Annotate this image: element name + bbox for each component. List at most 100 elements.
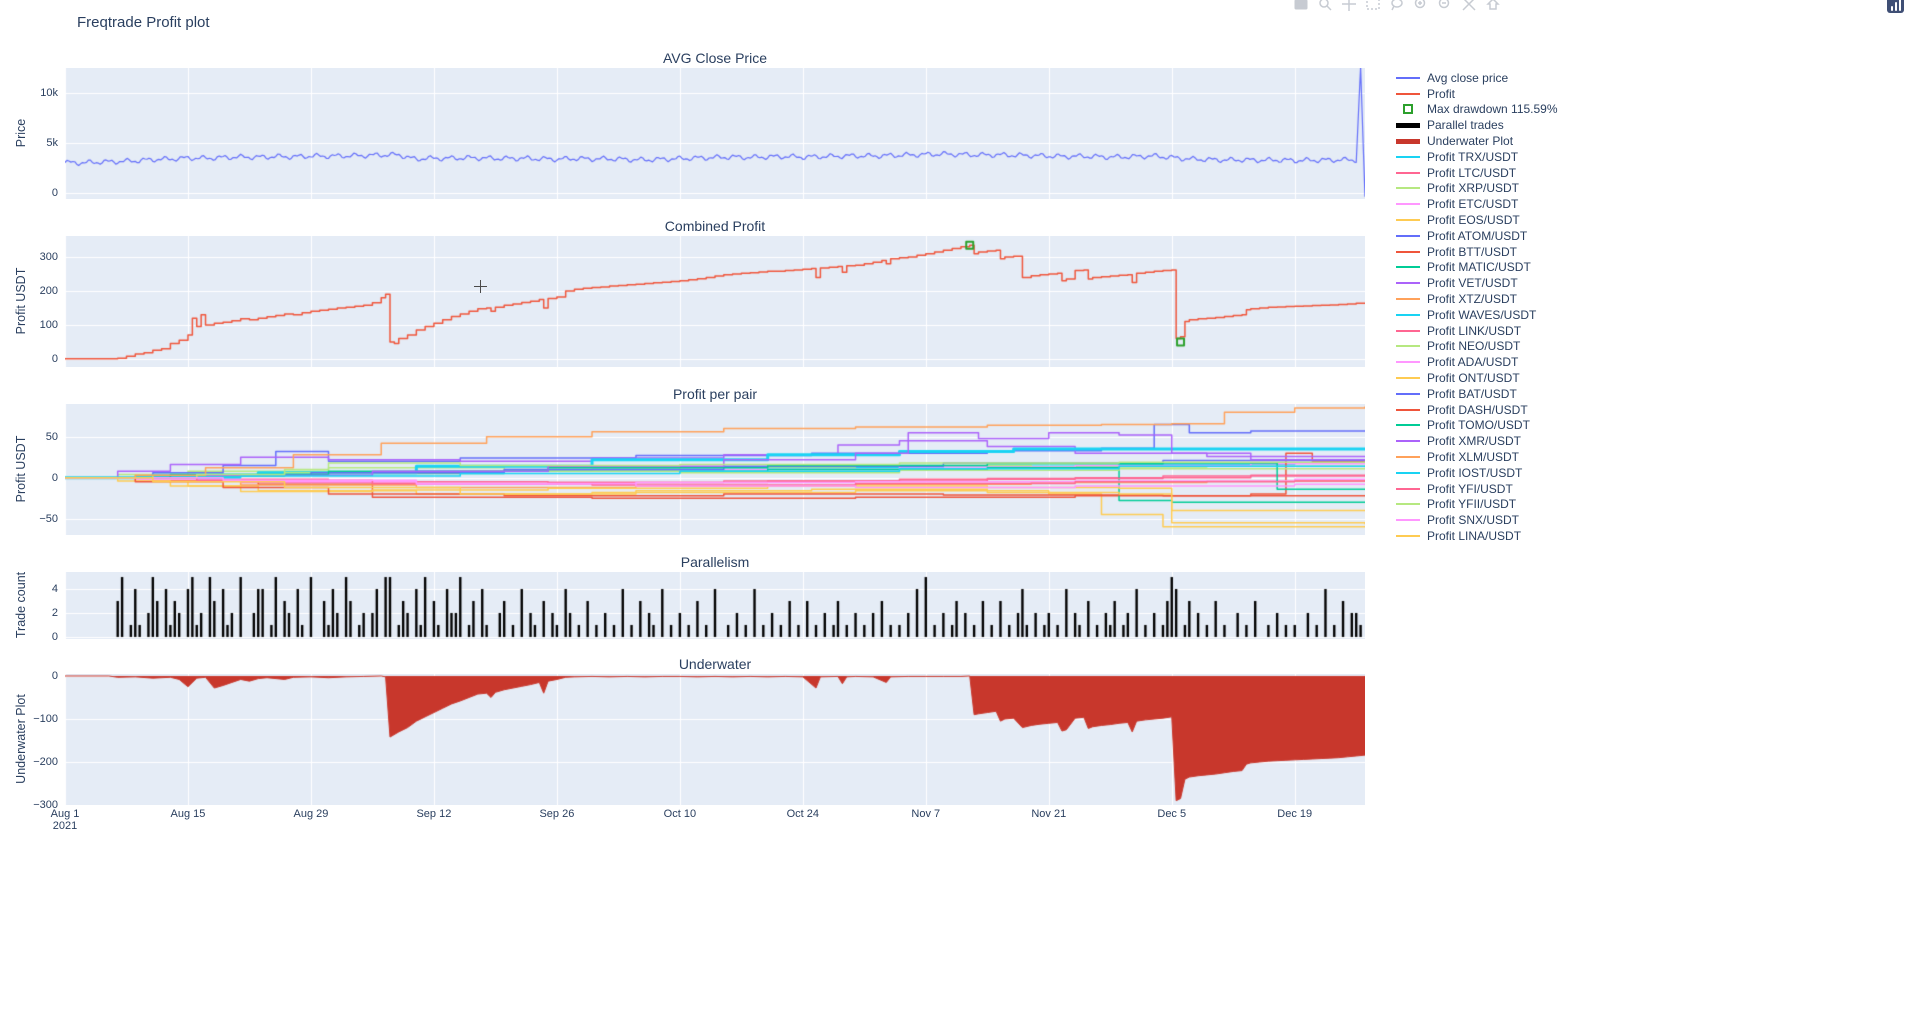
legend-label: Profit TOMO/USDT: [1427, 418, 1530, 433]
legend-swatch-shape: [1396, 187, 1420, 190]
plotly-logo[interactable]: [1887, 0, 1904, 13]
zoom-icon[interactable]: [1316, 0, 1334, 12]
legend-item-profit[interactable]: Profit: [1396, 86, 1558, 102]
y-tick-label: 0: [51, 630, 58, 643]
legend-item-profit-snx-usdt[interactable]: Profit SNX/USDT: [1396, 512, 1558, 528]
legend-item-profit-neo-usdt[interactable]: Profit NEO/USDT: [1396, 339, 1558, 355]
legend-item-profit-ltc-usdt[interactable]: Profit LTC/USDT: [1396, 165, 1558, 181]
zoom-out-icon[interactable]: [1436, 0, 1454, 12]
legend-item-profit-link-usdt[interactable]: Profit LINK/USDT: [1396, 323, 1558, 339]
legend-item-profit-atom-usdt[interactable]: Profit ATOM/USDT: [1396, 228, 1558, 244]
camera-icon[interactable]: [1292, 0, 1310, 12]
legend-swatch-shape: [1396, 234, 1420, 237]
profit-plot-area[interactable]: [65, 236, 1365, 367]
legend-item-underwater-plot[interactable]: Underwater Plot: [1396, 133, 1558, 149]
legend-swatch-shape: [1396, 171, 1420, 174]
price-plot-area[interactable]: [65, 68, 1365, 199]
legend-item-profit-etc-usdt[interactable]: Profit ETC/USDT: [1396, 196, 1558, 212]
x-tick-label: Dec 19: [1277, 808, 1313, 820]
legend-item-profit-yfi-usdt[interactable]: Profit YFI/USDT: [1396, 481, 1558, 497]
legend-item-profit-bat-usdt[interactable]: Profit BAT/USDT: [1396, 386, 1558, 402]
x-tick-label: Oct 10: [663, 808, 697, 820]
lasso-icon[interactable]: [1388, 0, 1406, 12]
legend-label: Profit WAVES/USDT: [1427, 307, 1537, 322]
legend-label: Profit LTC/USDT: [1427, 165, 1517, 180]
plotly-logo-bar: [1890, 6, 1893, 11]
legend-item-profit-waves-usdt[interactable]: Profit WAVES/USDT: [1396, 307, 1558, 323]
y-tick-label: 10k: [40, 87, 58, 99]
legend-swatch: [1396, 424, 1422, 427]
y-tick-label: 0: [51, 471, 58, 484]
pairs-plot-area[interactable]: [65, 404, 1365, 535]
legend-item-profit-matic-usdt[interactable]: Profit MATIC/USDT: [1396, 260, 1558, 276]
legend-item-profit-dash-usdt[interactable]: Profit DASH/USDT: [1396, 402, 1558, 418]
legend-item-profit-tomo-usdt[interactable]: Profit TOMO/USDT: [1396, 418, 1558, 434]
legend-swatch-shape: [1396, 408, 1420, 411]
legend-label: Profit VET/USDT: [1427, 276, 1518, 291]
x-tick-sublabel: 2021: [52, 820, 78, 832]
legend-item-profit-xmr-usdt[interactable]: Profit XMR/USDT: [1396, 433, 1558, 449]
legend-item-profit-eos-usdt[interactable]: Profit EOS/USDT: [1396, 212, 1558, 228]
legend-swatch-shape: [1396, 519, 1420, 522]
x-tick-label: Nov 21: [1031, 808, 1067, 820]
legend-item-profit-ont-usdt[interactable]: Profit ONT/USDT: [1396, 370, 1558, 386]
legend-item-profit-trx-usdt[interactable]: Profit TRX/USDT: [1396, 149, 1558, 165]
legend-swatch-shape: [1396, 377, 1420, 380]
legend-swatch-shape: [1396, 503, 1420, 506]
legend-swatch-shape: [1396, 440, 1420, 443]
legend-label: Profit SNX/USDT: [1427, 513, 1520, 528]
x-tick-label: Aug 15: [170, 808, 206, 820]
legend-swatch-shape: [1396, 392, 1420, 395]
legend-label: Profit XMR/USDT: [1427, 434, 1522, 449]
underwater-plot-area[interactable]: [65, 674, 1365, 805]
legend-swatch: [1396, 250, 1422, 253]
y-tick-label: 0: [51, 669, 58, 682]
zoom-in-icon[interactable]: [1412, 0, 1430, 12]
legend-label: Profit BAT/USDT: [1427, 386, 1517, 401]
legend-item-profit-xrp-usdt[interactable]: Profit XRP/USDT: [1396, 181, 1558, 197]
legend-item-profit-ada-usdt[interactable]: Profit ADA/USDT: [1396, 354, 1558, 370]
legend-item-avg-close-price[interactable]: Avg close price: [1396, 70, 1558, 86]
legend-item-parallel-trades[interactable]: Parallel trades: [1396, 117, 1558, 133]
legend-item-profit-yfii-usdt[interactable]: Profit YFII/USDT: [1396, 497, 1558, 513]
pairs-chart-canvas: [65, 404, 1365, 535]
legend-swatch-shape: [1396, 250, 1420, 253]
legend-label: Profit LINA/USDT: [1427, 529, 1522, 543]
legend-item-profit-btt-usdt[interactable]: Profit BTT/USDT: [1396, 244, 1558, 260]
y-tick-label: −100: [33, 712, 58, 725]
legend-item-profit-xlm-usdt[interactable]: Profit XLM/USDT: [1396, 449, 1558, 465]
legend-item-profit-vet-usdt[interactable]: Profit VET/USDT: [1396, 275, 1558, 291]
legend-label: Profit TRX/USDT: [1427, 149, 1519, 164]
autoscale-icon[interactable]: [1460, 0, 1478, 12]
legend-swatch: [1396, 392, 1422, 395]
x-tick-label: Aug 29: [293, 808, 329, 820]
legend-swatch-shape: [1396, 155, 1420, 158]
x-tick-label: Nov 7: [911, 808, 941, 820]
legend-swatch-shape: [1396, 138, 1420, 144]
legend-item-profit-xtz-usdt[interactable]: Profit XTZ/USDT: [1396, 291, 1558, 307]
legend-label: Profit ETC/USDT: [1427, 197, 1519, 212]
x-tick-label: Aug 1 2021: [25, 808, 105, 832]
y-tick-label: 50: [45, 430, 58, 443]
parallelism-plot-area[interactable]: [65, 572, 1365, 639]
y-axis-title-pairs: Profit USDT: [14, 435, 28, 503]
legend-label: Profit BTT/USDT: [1427, 244, 1518, 259]
legend-label: Profit XRP/USDT: [1427, 181, 1520, 196]
reset-axes-icon[interactable]: [1484, 0, 1502, 12]
legend-swatch: [1396, 234, 1422, 237]
legend-item-profit-lina-usdt[interactable]: Profit LINA/USDT: [1396, 528, 1558, 544]
pan-icon[interactable]: [1340, 0, 1358, 12]
legend-swatch: [1396, 104, 1422, 115]
legend-item-max-drawdown-115-59-[interactable]: Max drawdown 115.59%: [1396, 102, 1558, 118]
box-select-icon[interactable]: [1364, 0, 1382, 12]
legend-label: Profit DASH/USDT: [1427, 402, 1528, 417]
legend-swatch: [1396, 219, 1422, 222]
y-tick-label: 4: [51, 583, 58, 596]
mouse-crosshair: [480, 280, 481, 293]
legend-swatch: [1396, 266, 1422, 269]
legend-swatch-shape: [1396, 76, 1420, 79]
legend-swatch: [1396, 298, 1422, 301]
legend-item-profit-iost-usdt[interactable]: Profit IOST/USDT: [1396, 465, 1558, 481]
legend-label: Profit: [1427, 86, 1456, 101]
